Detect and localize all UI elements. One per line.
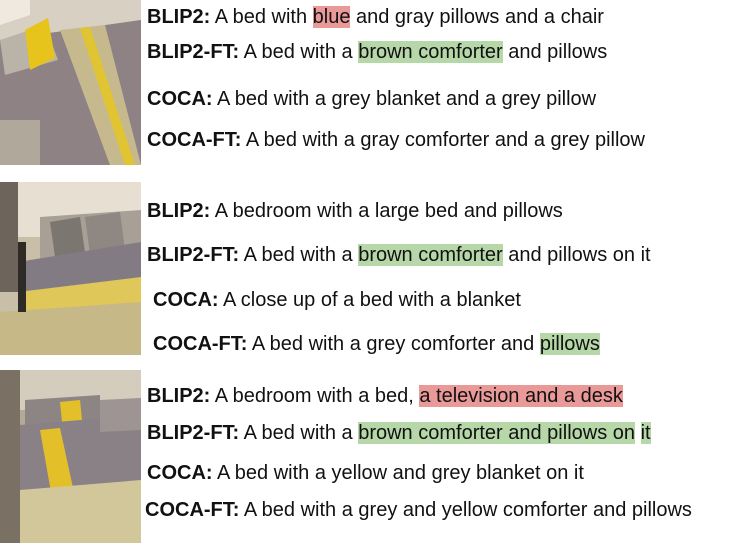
caption-row3-coca-ft: COCA-FT: A bed with a grey and yellow co… <box>145 499 692 521</box>
highlight-correct: brown comforter <box>358 41 503 63</box>
model-label: COCA-FT: <box>153 333 248 355</box>
model-label: COCA-FT: <box>145 499 240 521</box>
model-label: BLIP2: <box>147 200 211 222</box>
highlight-incorrect: blue <box>312 6 351 28</box>
caption-row1-coca: COCA: A bed with a grey blanket and a gr… <box>147 88 597 110</box>
bedroom-photo-3 <box>0 370 141 543</box>
model-label: BLIP2-FT: <box>147 422 240 444</box>
highlight-correct: pillows <box>539 333 600 355</box>
caption-row3-coca: COCA: A bed with a yellow and grey blank… <box>147 462 584 484</box>
caption-row2-blip2-ft: BLIP2-FT: A bed with a brown comforter a… <box>147 244 651 266</box>
model-label: BLIP2-FT: <box>147 41 240 63</box>
model-label: BLIP2: <box>147 6 211 28</box>
highlight-incorrect: a television and a desk <box>419 385 623 407</box>
bedroom-photo-2 <box>0 182 141 355</box>
model-label: COCA: <box>147 88 213 110</box>
model-label: COCA-FT: <box>147 129 242 151</box>
caption-row3-blip2-ft: BLIP2-FT: A bed with a brown comforter a… <box>147 422 651 444</box>
caption-row2-blip2: BLIP2: A bedroom with a large bed and pi… <box>147 200 563 222</box>
caption-row3-blip2: BLIP2: A bedroom with a bed, a televisio… <box>147 385 623 407</box>
caption-row1-coca-ft: COCA-FT: A bed with a gray comforter and… <box>147 129 645 151</box>
highlight-correct: it <box>640 422 651 444</box>
model-label: BLIP2-FT: <box>147 244 240 266</box>
model-label: COCA: <box>147 462 213 484</box>
highlight-correct: brown comforter and pillows on <box>358 422 635 444</box>
highlight-correct: brown comforter <box>358 244 503 266</box>
caption-row2-coca: COCA: A close up of a bed with a blanket <box>153 289 521 311</box>
bedroom-photo-1 <box>0 0 141 165</box>
model-label: BLIP2: <box>147 385 211 407</box>
caption-row1-blip2: BLIP2: A bed with blue and gray pillows … <box>147 6 604 28</box>
model-label: COCA: <box>153 289 219 311</box>
caption-row2-coca-ft: COCA-FT: A bed with a grey comforter and… <box>153 333 600 355</box>
caption-row1-blip2-ft: BLIP2-FT: A bed with a brown comforter a… <box>147 41 608 63</box>
